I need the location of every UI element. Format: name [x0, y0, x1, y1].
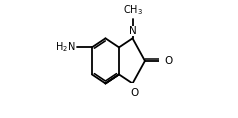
- Text: H$_2$N: H$_2$N: [55, 40, 75, 54]
- Text: CH$_3$: CH$_3$: [123, 3, 143, 17]
- Text: O: O: [164, 56, 172, 66]
- Text: O: O: [130, 88, 138, 98]
- Text: N: N: [129, 25, 137, 36]
